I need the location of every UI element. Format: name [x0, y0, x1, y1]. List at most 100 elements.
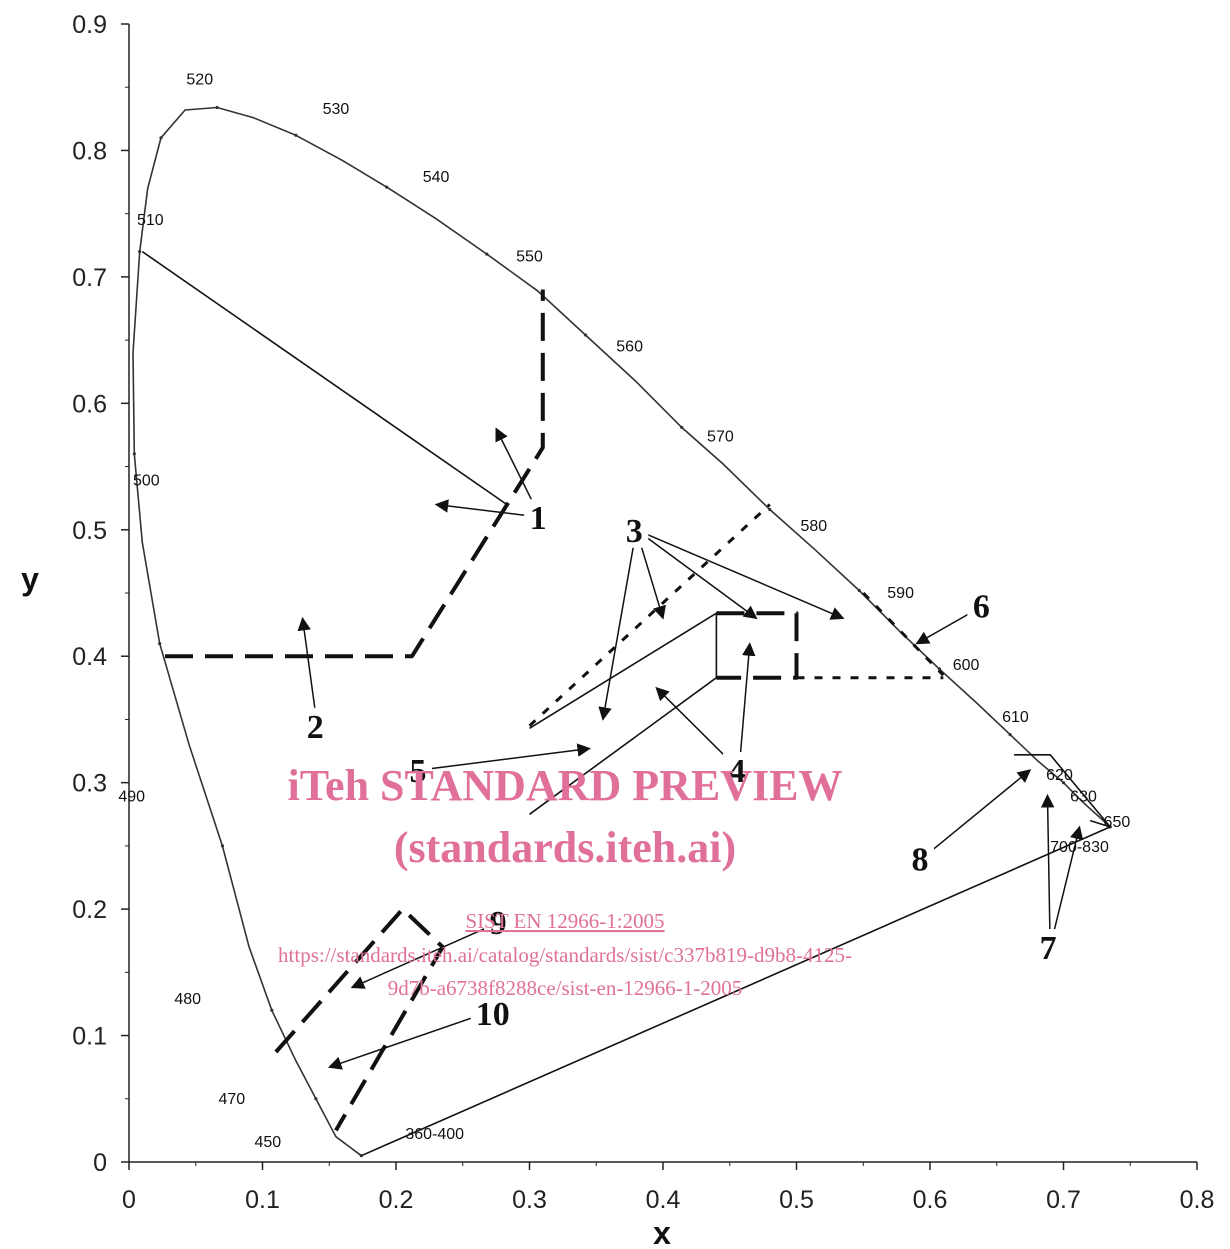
region-labels: 1 2 3 4 5 6 7 8 9 10	[297, 427, 1084, 1070]
locus-marker	[768, 507, 772, 512]
y-tick-label: 0.5	[72, 517, 107, 545]
boundary-dashed	[274, 907, 445, 1132]
wavelength-labels: 360-400450470480490500510520530540550560…	[118, 72, 1130, 1151]
watermark-url-line-2[interactable]: 9d7b-a6738f8288ce/sist-en-12966-1-2005	[388, 976, 743, 1000]
region-7-arrow	[1049, 825, 1084, 948]
locus-marker	[215, 105, 219, 110]
region-3-arrow	[636, 529, 845, 620]
x-tick-label: 0	[122, 1186, 136, 1214]
region-9-label: 9	[490, 905, 507, 942]
wavelength-label: 570	[707, 428, 734, 445]
x-axis-title: x	[653, 1215, 671, 1249]
watermark-subtitle: (standards.iteh.ai)	[394, 823, 736, 872]
locus-marker	[937, 667, 941, 671]
region-4-label: 4	[729, 753, 746, 790]
x-tick-label: 0.1	[245, 1186, 280, 1214]
region-8-label: 8	[911, 842, 928, 879]
wavelength-label: 470	[218, 1091, 245, 1108]
region-6-label-bg	[967, 587, 996, 624]
axes: 0 0.1 0.2 0.3 0.4 0.5 0.6 0.7 0.8 0 0.1 0.2 0.3 0.4 0.…	[72, 11, 1214, 1214]
x-tick-label: 0.5	[779, 1186, 814, 1214]
wavelength-label: 530	[323, 101, 350, 118]
region-5-label-bg	[404, 752, 433, 789]
boundary-dashed	[716, 611, 799, 680]
locus-marker	[270, 1008, 274, 1012]
locus-marker	[314, 1097, 318, 1101]
wavelength-label: 520	[186, 72, 213, 89]
locus-marker	[857, 588, 861, 593]
region-7-arrow	[1040, 793, 1055, 948]
region-2-label: 2	[307, 709, 324, 746]
wavelength-label: 450	[254, 1134, 281, 1151]
wavelength-label: 600	[953, 657, 980, 674]
y-tick-label: 0.3	[72, 770, 107, 798]
wavelength-label: 360-400	[405, 1126, 464, 1143]
y-tick-label: 0.1	[72, 1023, 107, 1051]
y-axis-title: y	[21, 561, 39, 597]
watermark-url-line-1[interactable]: https://standards.iteh.ai/catalog/standa…	[278, 943, 852, 967]
region-5-label: 5	[410, 753, 427, 790]
region-9-arrow	[350, 921, 501, 989]
boundary-solid	[360, 826, 1111, 1157]
boundary-dotted	[528, 503, 771, 727]
region-6-label: 6	[973, 589, 990, 626]
region-8-arrow	[921, 769, 1032, 860]
y-tick-label: 0.4	[72, 643, 107, 671]
locus-marker	[158, 641, 162, 646]
watermark-standard-link[interactable]: SIST EN 12966-1:2005	[465, 909, 664, 933]
x-tick-label: 0.3	[512, 1186, 547, 1214]
region-9-label-bg	[484, 903, 513, 940]
region-8-label-bg	[905, 840, 934, 877]
region-7-label: 7	[1040, 930, 1057, 967]
boundary-dotted	[862, 591, 945, 677]
region-10-arrow	[327, 1012, 488, 1070]
boundary-solid	[529, 612, 718, 815]
locus-marker	[294, 133, 298, 137]
y-tick-label: 0.9	[72, 11, 107, 39]
region-3-arrow	[598, 529, 638, 721]
locus-marker	[138, 250, 142, 254]
watermark: iTeh STANDARD PREVIEW (standards.iteh.ai…	[278, 761, 852, 1000]
region-10-label-bg	[470, 994, 515, 1031]
y-tick-label: 0.8	[72, 137, 107, 165]
x-tick-label: 0.6	[913, 1186, 948, 1214]
y-tick-label: 0.7	[72, 264, 107, 292]
locus-marker	[1008, 733, 1012, 737]
wavelength-label: 580	[801, 518, 828, 535]
y-tick-label: 0.6	[72, 390, 107, 418]
region-1-label-bg	[524, 499, 553, 536]
wavelength-label: 550	[516, 249, 543, 266]
region-1-label: 1	[530, 500, 547, 537]
wavelength-label: 700-830	[1050, 839, 1109, 856]
y-tick-label: 0	[93, 1149, 107, 1177]
wavelength-label: 650	[1104, 814, 1131, 831]
locus-marker	[159, 136, 163, 140]
locus-marker	[680, 425, 684, 429]
wavelength-label: 560	[616, 338, 643, 355]
wavelength-label: 490	[118, 789, 145, 806]
spectral-locus-curve	[132, 106, 1111, 1157]
region-3-label-bg	[620, 511, 649, 548]
wavelength-label: 590	[887, 585, 914, 602]
locus-marker	[132, 452, 136, 456]
region-2-label-bg	[301, 707, 330, 744]
y-tick-label: 0.2	[72, 896, 107, 924]
x-tick-label: 0.2	[379, 1186, 414, 1214]
x-tick-label: 0.4	[646, 1186, 681, 1214]
region-3-label: 3	[626, 513, 643, 550]
x-tick-label: 0.7	[1046, 1186, 1081, 1214]
wavelength-label: 480	[174, 991, 201, 1008]
boundary-solid	[141, 250, 508, 506]
wavelength-label: 610	[1002, 709, 1029, 726]
region-1-arrow	[434, 499, 541, 518]
region-7-label-bg	[1034, 929, 1063, 966]
locus-marker	[1061, 781, 1066, 785]
wavelength-label: 540	[423, 169, 450, 186]
wavelength-label: 510	[137, 212, 164, 229]
region-4-label-bg	[723, 752, 752, 789]
locus-marker	[583, 333, 588, 337]
wavelength-label: 500	[133, 473, 160, 490]
locus-marker	[220, 844, 225, 848]
x-tick-label: 0.8	[1180, 1186, 1215, 1214]
